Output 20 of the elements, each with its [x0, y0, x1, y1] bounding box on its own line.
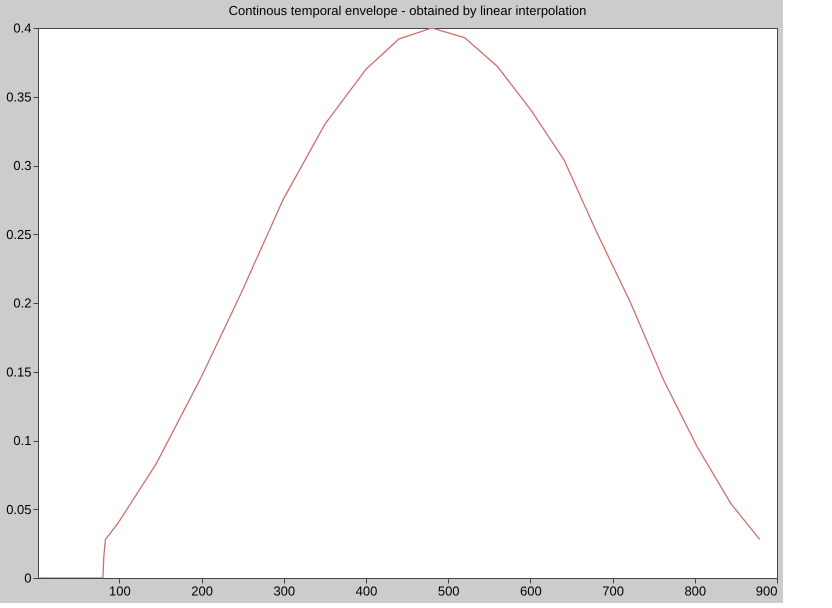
y-tick-label: 0.4 — [13, 20, 32, 36]
y-tick-label: 0 — [24, 570, 32, 586]
line-series — [38, 28, 760, 578]
y-tick-label: 0.15 — [6, 364, 32, 380]
y-tick-label: 0.25 — [6, 226, 32, 242]
x-tick-label: 200 — [191, 584, 213, 598]
x-tick-label: 100 — [109, 584, 131, 598]
x-tick-label: 400 — [356, 584, 378, 598]
x-tick-label: 500 — [438, 584, 460, 598]
x-tick-label: 300 — [273, 584, 296, 598]
chart-title: Continous temporal envelope - obtained by linear interpolation — [228, 3, 586, 18]
x-tick-label: 600 — [520, 584, 542, 598]
x-tick-label: 800 — [684, 584, 706, 598]
x-tick-label: 700 — [602, 584, 624, 598]
y-tick-label: 0.05 — [6, 502, 32, 517]
y-tick-label: 0.1 — [13, 433, 32, 448]
y-tick-label: 0.2 — [13, 296, 32, 310]
y-tick-label: 0.35 — [6, 89, 32, 104]
x-tick-label: 900 — [756, 584, 778, 598]
y-tick-label: 0.3 — [13, 158, 32, 173]
